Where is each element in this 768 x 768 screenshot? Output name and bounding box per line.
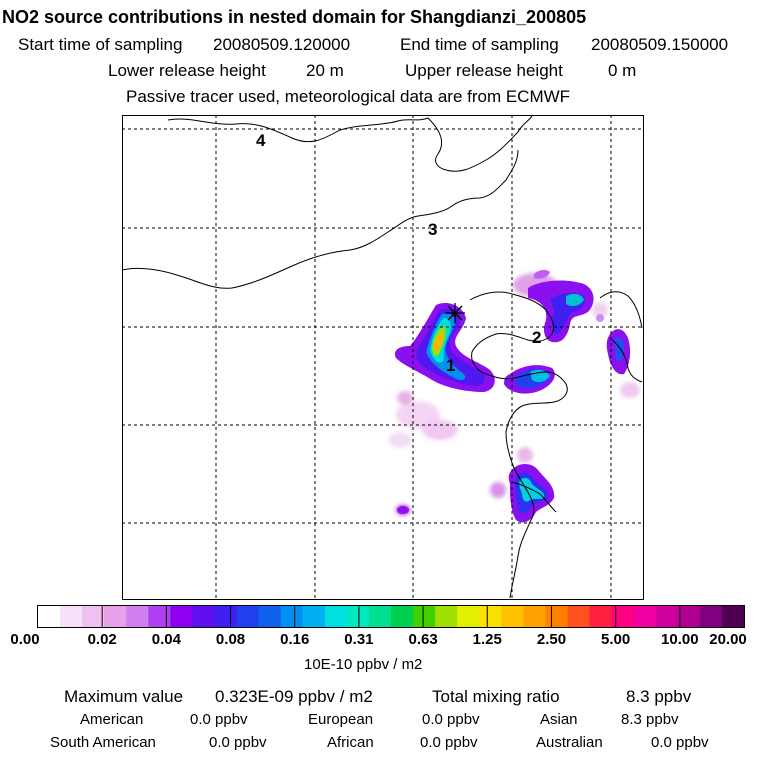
colorbar-tick-label: 0.63 bbox=[408, 631, 438, 648]
colorbar-tick-label: 20.00 bbox=[709, 631, 747, 648]
colorbar-swatch bbox=[280, 606, 304, 628]
upper-height-label: Upper release height bbox=[405, 61, 563, 80]
source-european-label: European bbox=[308, 711, 374, 728]
colorbar-swatch bbox=[391, 606, 414, 628]
source-african-label: African bbox=[327, 734, 374, 751]
concentration-plume bbox=[388, 269, 640, 523]
colorbar-swatch bbox=[611, 606, 635, 628]
map-title: NO2 source contributions in nested domai… bbox=[2, 7, 587, 27]
source-australian-value: 0.0 ppbv bbox=[651, 734, 709, 751]
receptor-asterisk-icon bbox=[445, 303, 465, 323]
colorbar-swatch bbox=[368, 606, 392, 628]
region-label-2: 2 bbox=[532, 328, 541, 347]
lower-height-label: Lower release height bbox=[108, 61, 266, 80]
colorbar-swatch bbox=[677, 606, 701, 628]
end-time-label: End time of sampling bbox=[400, 35, 559, 54]
colorbar-swatch bbox=[633, 606, 657, 628]
end-time-value: 20080509.150000 bbox=[591, 35, 729, 54]
upper-height-value: 0 m bbox=[608, 61, 637, 80]
colorbar-swatch bbox=[82, 606, 105, 628]
source-american-label: American bbox=[80, 711, 144, 728]
colorbar-tick-label: 2.50 bbox=[536, 631, 567, 648]
colorbar-tick-label: 0.16 bbox=[280, 631, 310, 648]
source-asian-value: 8.3 ppbv bbox=[621, 711, 679, 728]
colorbar-swatch bbox=[126, 606, 149, 628]
source-south-american-value: 0.0 ppbv bbox=[209, 734, 267, 751]
tracer-note: Passive tracer used, meteorological data… bbox=[126, 87, 571, 106]
max-value: 0.323E-09 ppbv / m2 bbox=[215, 687, 373, 706]
colorbar-tick-label: 0.00 bbox=[10, 631, 40, 648]
colorbar-swatch bbox=[699, 606, 723, 628]
colorbar-unit: 10E-10 ppbv / m2 bbox=[304, 656, 423, 673]
colorbar-swatch bbox=[60, 606, 83, 628]
map-frame bbox=[122, 115, 644, 600]
colorbar-swatch bbox=[501, 606, 524, 628]
colorbar-swatch bbox=[104, 606, 127, 628]
colorbar-swatch bbox=[346, 606, 370, 628]
coastlines bbox=[122, 115, 643, 599]
colorbar-tick-label: 0.31 bbox=[344, 631, 374, 648]
source-african-value: 0.0 ppbv bbox=[420, 734, 478, 751]
lower-height-value: 20 m bbox=[306, 61, 344, 80]
colorbar-swatch bbox=[721, 606, 745, 628]
source-australian-label: Australian bbox=[536, 734, 603, 751]
colorbar-swatch bbox=[302, 606, 326, 628]
colorbar-swatch bbox=[523, 606, 547, 628]
colorbar-swatch bbox=[324, 606, 348, 628]
colorbar-tick-label: 0.04 bbox=[151, 631, 181, 648]
colorbar-swatch bbox=[38, 606, 61, 628]
start-time-label: Start time of sampling bbox=[18, 35, 183, 54]
source-asian-label: Asian bbox=[540, 711, 578, 728]
colorbar-swatch bbox=[457, 606, 480, 628]
colorbar-tick-label: 10.00 bbox=[661, 631, 699, 648]
start-time-value: 20080509.120000 bbox=[213, 35, 351, 54]
colorbar-swatch bbox=[567, 606, 591, 628]
colorbar-tick-label: 0.02 bbox=[87, 631, 117, 648]
colorbar-swatch bbox=[148, 606, 171, 628]
colorbar-swatch bbox=[655, 606, 679, 628]
region-label-3: 3 bbox=[428, 220, 437, 239]
colorbar-tick-label: 0.08 bbox=[215, 631, 246, 648]
source-european-value: 0.0 ppbv bbox=[422, 711, 480, 728]
total-mixing-value: 8.3 ppbv bbox=[626, 687, 692, 706]
colorbar-swatch bbox=[192, 606, 216, 628]
source-american-value: 0.0 ppbv bbox=[190, 711, 248, 728]
source-south-american-label: South American bbox=[50, 734, 156, 751]
max-value-label: Maximum value bbox=[64, 687, 184, 706]
colorbar-swatch bbox=[258, 606, 282, 628]
graticule bbox=[122, 115, 643, 599]
colorbar-swatch bbox=[589, 606, 613, 628]
total-mixing-label: Total mixing ratio bbox=[432, 687, 560, 706]
region-label-4: 4 bbox=[256, 131, 266, 150]
colorbar-swatch bbox=[413, 606, 436, 628]
colorbar-swatch bbox=[545, 606, 569, 628]
colorbar-tick-label: 5.00 bbox=[601, 631, 631, 648]
colorbar-tick-label: 1.25 bbox=[472, 631, 502, 648]
colorbar-swatch bbox=[479, 606, 502, 628]
colorbar-swatch bbox=[236, 606, 260, 628]
colorbar-swatch bbox=[170, 606, 194, 628]
region-label-1: 1 bbox=[446, 356, 455, 375]
colorbar-swatch bbox=[214, 606, 238, 628]
colorbar-swatch bbox=[435, 606, 458, 628]
